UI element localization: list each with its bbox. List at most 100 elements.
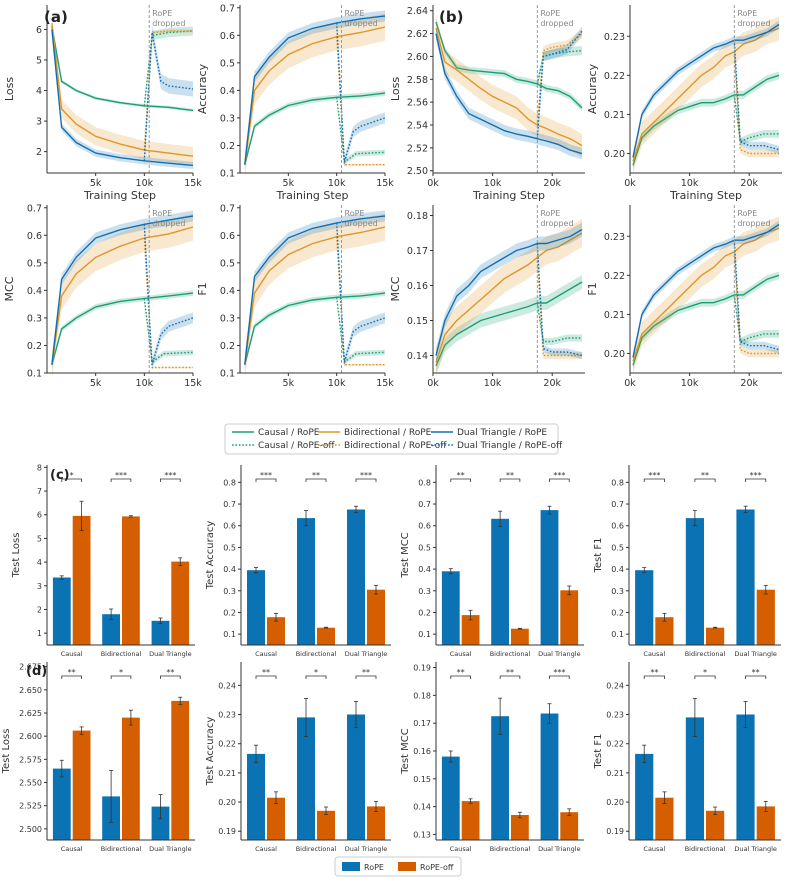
bar-rope bbox=[736, 714, 755, 840]
x-tick-label: Bidirectional bbox=[101, 845, 142, 853]
y-tick-label: 2.62 bbox=[407, 29, 428, 40]
significance-bracket bbox=[160, 675, 181, 679]
y-tick-label: 2 bbox=[37, 605, 42, 614]
y-tick-label: 0.1 bbox=[220, 369, 235, 380]
y-tick-label: 0.22 bbox=[218, 740, 236, 749]
significance-label: ** bbox=[506, 471, 514, 480]
significance-bracket bbox=[110, 478, 132, 482]
y-axis-label: Test Accuracy bbox=[205, 521, 216, 591]
series-band-bidirectional-solid bbox=[244, 213, 385, 379]
panel-letter-a: (a) bbox=[44, 8, 68, 26]
y-tick-label: 2.525 bbox=[19, 802, 42, 811]
series-band-causal-dotted bbox=[144, 26, 193, 111]
x-tick-label: 10k bbox=[328, 378, 346, 389]
significance-label: ** bbox=[701, 471, 709, 480]
y-tick-label: 0.24 bbox=[218, 681, 236, 690]
y-tick-label: 0.4 bbox=[220, 86, 235, 97]
bar-rope-off bbox=[317, 810, 335, 840]
y-tick-label: 0.6 bbox=[220, 31, 235, 42]
series-line-causal-solid bbox=[244, 92, 386, 165]
y-axis-label: Test F1 bbox=[593, 734, 604, 770]
series-line-dual-triangle-solid bbox=[51, 29, 194, 167]
series-line-causal-solid bbox=[632, 274, 780, 366]
bar-rope bbox=[736, 509, 755, 645]
rope-dropped-label: dropped bbox=[737, 19, 770, 28]
panel-letter-c: (c) bbox=[50, 468, 70, 483]
panel-letter-b: (b) bbox=[439, 8, 463, 26]
bar-rope-off bbox=[267, 797, 285, 840]
bar-rope bbox=[441, 756, 460, 840]
y-tick-label: 0.19 bbox=[218, 827, 236, 836]
bar-rope bbox=[441, 571, 460, 645]
line-legend: Causal / RoPE Causal / RoPE-off Bidirectio… bbox=[224, 423, 563, 455]
y-tick-label: 2.550 bbox=[19, 779, 42, 788]
significance-bracket bbox=[255, 478, 277, 482]
bar-rope-off bbox=[511, 815, 529, 840]
series-line-causal-solid bbox=[435, 281, 583, 367]
significance-label: * bbox=[703, 668, 707, 677]
y-tick-label: 0.18 bbox=[407, 211, 428, 222]
series-line-dual-triangle-solid bbox=[632, 223, 780, 358]
y-tick-label: 5 bbox=[37, 534, 42, 543]
series-band-dual-triangle-solid bbox=[51, 210, 194, 371]
y-tick-label: 0.19 bbox=[606, 827, 624, 836]
y-tick-label: 0.21 bbox=[606, 769, 624, 778]
bar-rope-off bbox=[461, 615, 480, 645]
rope-dropped-label: RoPE bbox=[345, 209, 365, 218]
significance-bracket bbox=[499, 478, 521, 482]
bar-rope-off bbox=[756, 806, 775, 840]
significance-label: * bbox=[314, 668, 318, 677]
rope-dropped-label: RoPE bbox=[152, 9, 172, 18]
y-tick-label: 0.6 bbox=[223, 522, 236, 531]
significance-label: ** bbox=[506, 668, 514, 677]
significance-bracket bbox=[499, 675, 521, 679]
series-line-dual-triangle-solid bbox=[435, 33, 583, 155]
bar-rope bbox=[347, 509, 365, 645]
x-tick-label: Causal bbox=[450, 845, 472, 853]
bar-panel-d-mcc: Causal ** Bidirectional ** Dual Triangle *** 0… bbox=[400, 662, 584, 853]
bar-rope bbox=[52, 768, 71, 840]
y-tick-label: 0.24 bbox=[606, 681, 624, 690]
y-tick-label: 0.7 bbox=[27, 203, 42, 214]
series-line-causal-dotted bbox=[536, 302, 582, 343]
rope-dropped-label: RoPE bbox=[540, 9, 560, 18]
series-band-causal-dotted bbox=[537, 46, 582, 89]
significance-bracket bbox=[61, 478, 82, 482]
y-tick-label: 0.14 bbox=[407, 351, 428, 362]
bar-rope bbox=[297, 518, 315, 645]
y-tick-label: 2.56 bbox=[407, 98, 428, 109]
bar-rope bbox=[685, 518, 704, 645]
bar-rope-off bbox=[560, 812, 579, 840]
series-band-bidirectional-solid bbox=[51, 14, 194, 166]
significance-label: *** bbox=[260, 471, 272, 480]
y-tick-label: 0.22 bbox=[604, 271, 625, 282]
x-tick-label: 10k bbox=[136, 378, 154, 389]
y-tick-label: 2.54 bbox=[407, 121, 428, 132]
y-tick-label: 2 bbox=[36, 147, 42, 158]
significance-bracket bbox=[745, 675, 767, 679]
bar-rope bbox=[491, 716, 509, 840]
bar-rope-off bbox=[560, 590, 579, 645]
rope-dropped-label: dropped bbox=[345, 219, 378, 228]
series-line-dual-triangle-solid bbox=[632, 23, 780, 158]
x-tick-label: Causal bbox=[643, 650, 665, 658]
rope-dropped-label: dropped bbox=[152, 19, 185, 28]
significance-label: *** bbox=[115, 471, 127, 480]
y-axis-label: Test MCC bbox=[400, 532, 411, 578]
y-tick-label: 0.7 bbox=[220, 3, 235, 14]
series-line-dual-triangle-solid bbox=[435, 228, 583, 356]
y-tick-label: 0.21 bbox=[604, 110, 625, 121]
y-axis-label: Accuracy bbox=[196, 63, 209, 114]
series-band-bidirectional-solid bbox=[51, 213, 194, 379]
series-line-bidirectional-dotted bbox=[336, 236, 385, 366]
y-tick-label: 8 bbox=[37, 463, 42, 472]
y-axis-label: F1 bbox=[196, 282, 209, 295]
y-axis-label: Test MCC bbox=[400, 728, 411, 774]
legend-label: Dual Triangle / RoPE-off bbox=[457, 441, 563, 451]
bar-panel-d-loss: Causal ** Bidirectional * Dual Triangle ** 2.5… bbox=[1, 662, 195, 853]
x-tick-label: Dual Triangle bbox=[345, 650, 388, 658]
significance-label: *** bbox=[553, 668, 565, 677]
